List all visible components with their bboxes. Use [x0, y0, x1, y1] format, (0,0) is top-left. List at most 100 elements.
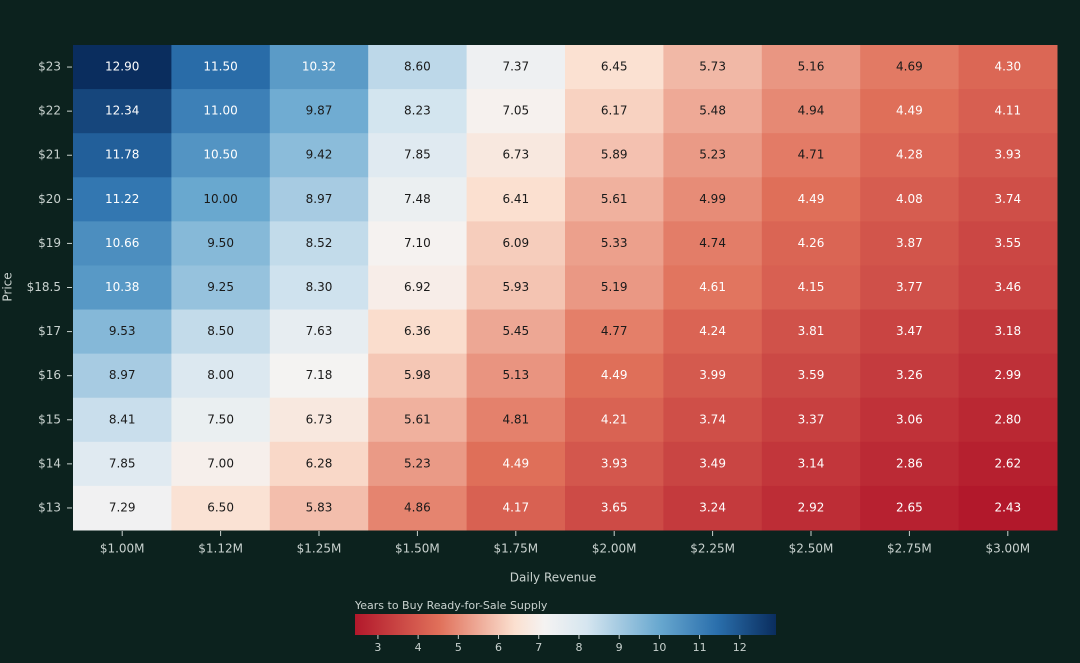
cell-label: 6.28	[306, 456, 333, 470]
heatmap-cell	[269, 353, 369, 399]
heatmap-cell	[860, 177, 960, 222]
heatmap-cell	[368, 133, 468, 178]
x-tick-label: $3.00M	[985, 542, 1030, 556]
cell-label: 5.83	[306, 500, 333, 514]
cell-label: 5.73	[699, 60, 726, 74]
cell-label: 4.86	[404, 500, 431, 514]
heatmap-cell	[663, 177, 763, 222]
y-tick-label: $17	[38, 324, 61, 338]
heatmap-cell	[171, 485, 271, 531]
heatmap-cell	[466, 133, 566, 178]
heatmap-cell	[171, 133, 271, 178]
heatmap-cell	[269, 397, 369, 443]
heatmap-cell	[958, 309, 1058, 355]
cell-label: 3.46	[994, 280, 1021, 294]
heatmap-cell	[73, 353, 172, 399]
cell-label: 2.86	[896, 456, 923, 470]
heatmap-cell	[466, 221, 566, 266]
colorbar-tick-label: 4	[415, 641, 422, 654]
cell-label: 7.50	[207, 412, 234, 426]
colorbar-tick-label: 12	[733, 641, 747, 654]
cell-label: 4.71	[798, 148, 825, 162]
cell-label: 4.11	[994, 104, 1021, 118]
cell-label: 3.93	[994, 148, 1021, 162]
cell-label: 3.24	[699, 500, 726, 514]
heatmap-cell	[663, 89, 763, 134]
cell-label: 2.80	[994, 412, 1021, 426]
cell-label: 6.92	[404, 280, 431, 294]
cell-label: 9.42	[306, 148, 333, 162]
heatmap-cell	[565, 353, 664, 399]
heatmap-cell	[761, 89, 861, 134]
cell-label: 3.77	[896, 280, 923, 294]
x-tick-label: $2.50M	[789, 542, 834, 556]
heatmap-cell	[466, 89, 566, 134]
cell-label: 3.74	[994, 192, 1021, 206]
heatmap-cell	[466, 441, 566, 487]
heatmap-cell	[368, 441, 468, 487]
y-tick-label: $21	[38, 148, 61, 162]
cell-label: 3.81	[798, 324, 825, 338]
cell-label: 4.49	[502, 456, 529, 470]
cell-label: 4.77	[601, 324, 628, 338]
x-tick-label: $2.25M	[690, 542, 735, 556]
heatmap-cell	[958, 133, 1058, 178]
cell-label: 4.99	[699, 192, 726, 206]
cell-label: 4.49	[896, 104, 923, 118]
cell-label: 2.62	[994, 456, 1021, 470]
y-tick-label: $14	[38, 456, 61, 470]
cell-label: 3.99	[699, 368, 726, 382]
cell-label: 8.60	[404, 60, 431, 74]
cell-label: 4.26	[798, 236, 825, 250]
cell-label: 8.00	[207, 368, 234, 382]
cell-label: 4.17	[502, 500, 529, 514]
cell-label: 5.89	[601, 148, 628, 162]
heatmap-cell	[269, 265, 369, 311]
heatmap-cell	[269, 133, 369, 178]
cell-label: 4.49	[798, 192, 825, 206]
y-tick-label: $16	[38, 368, 61, 382]
cell-label: 10.38	[105, 280, 139, 294]
cell-label: 7.63	[306, 324, 333, 338]
heatmap-cell	[958, 353, 1058, 399]
heatmap-cell	[368, 485, 468, 531]
cell-label: 9.53	[109, 324, 136, 338]
heatmap-cell	[73, 397, 172, 443]
cell-label: 2.92	[798, 500, 825, 514]
cell-label: 3.18	[994, 324, 1021, 338]
heatmap-cell	[565, 177, 664, 222]
cell-label: 5.19	[601, 280, 628, 294]
cell-label: 3.59	[798, 368, 825, 382]
y-tick-label: $15	[38, 412, 61, 426]
y-tick-label: $13	[38, 500, 61, 514]
heatmap-cell	[171, 89, 271, 134]
cell-label: 2.43	[994, 500, 1021, 514]
heatmap-cell	[663, 221, 763, 266]
cell-label: 10.00	[203, 192, 237, 206]
cell-label: 7.29	[109, 500, 136, 514]
cell-label: 5.13	[502, 368, 529, 382]
cell-label: 3.06	[896, 412, 923, 426]
cell-label: 10.32	[302, 60, 336, 74]
heatmap-cell	[368, 353, 468, 399]
cell-label: 7.48	[404, 192, 431, 206]
heatmap-cell	[73, 133, 172, 178]
heatmap-cell	[860, 133, 960, 178]
x-tick-label: $1.00M	[100, 542, 145, 556]
cell-label: 4.69	[896, 60, 923, 74]
heatmap-cell	[663, 485, 763, 531]
cell-label: 3.37	[798, 412, 825, 426]
cell-label: 5.23	[699, 148, 726, 162]
heatmap-cell	[663, 309, 763, 355]
cell-label: 3.55	[994, 236, 1021, 250]
cell-label: 10.50	[203, 148, 237, 162]
heatmap-cell	[269, 177, 369, 222]
cell-label: 5.33	[601, 236, 628, 250]
cell-label: 6.09	[502, 236, 529, 250]
heatmap-cell	[958, 177, 1058, 222]
cell-label: 5.23	[404, 456, 431, 470]
cell-label: 6.41	[502, 192, 529, 206]
heatmap-cell	[565, 441, 664, 487]
heatmap-cell	[368, 177, 468, 222]
cell-label: 3.47	[896, 324, 923, 338]
